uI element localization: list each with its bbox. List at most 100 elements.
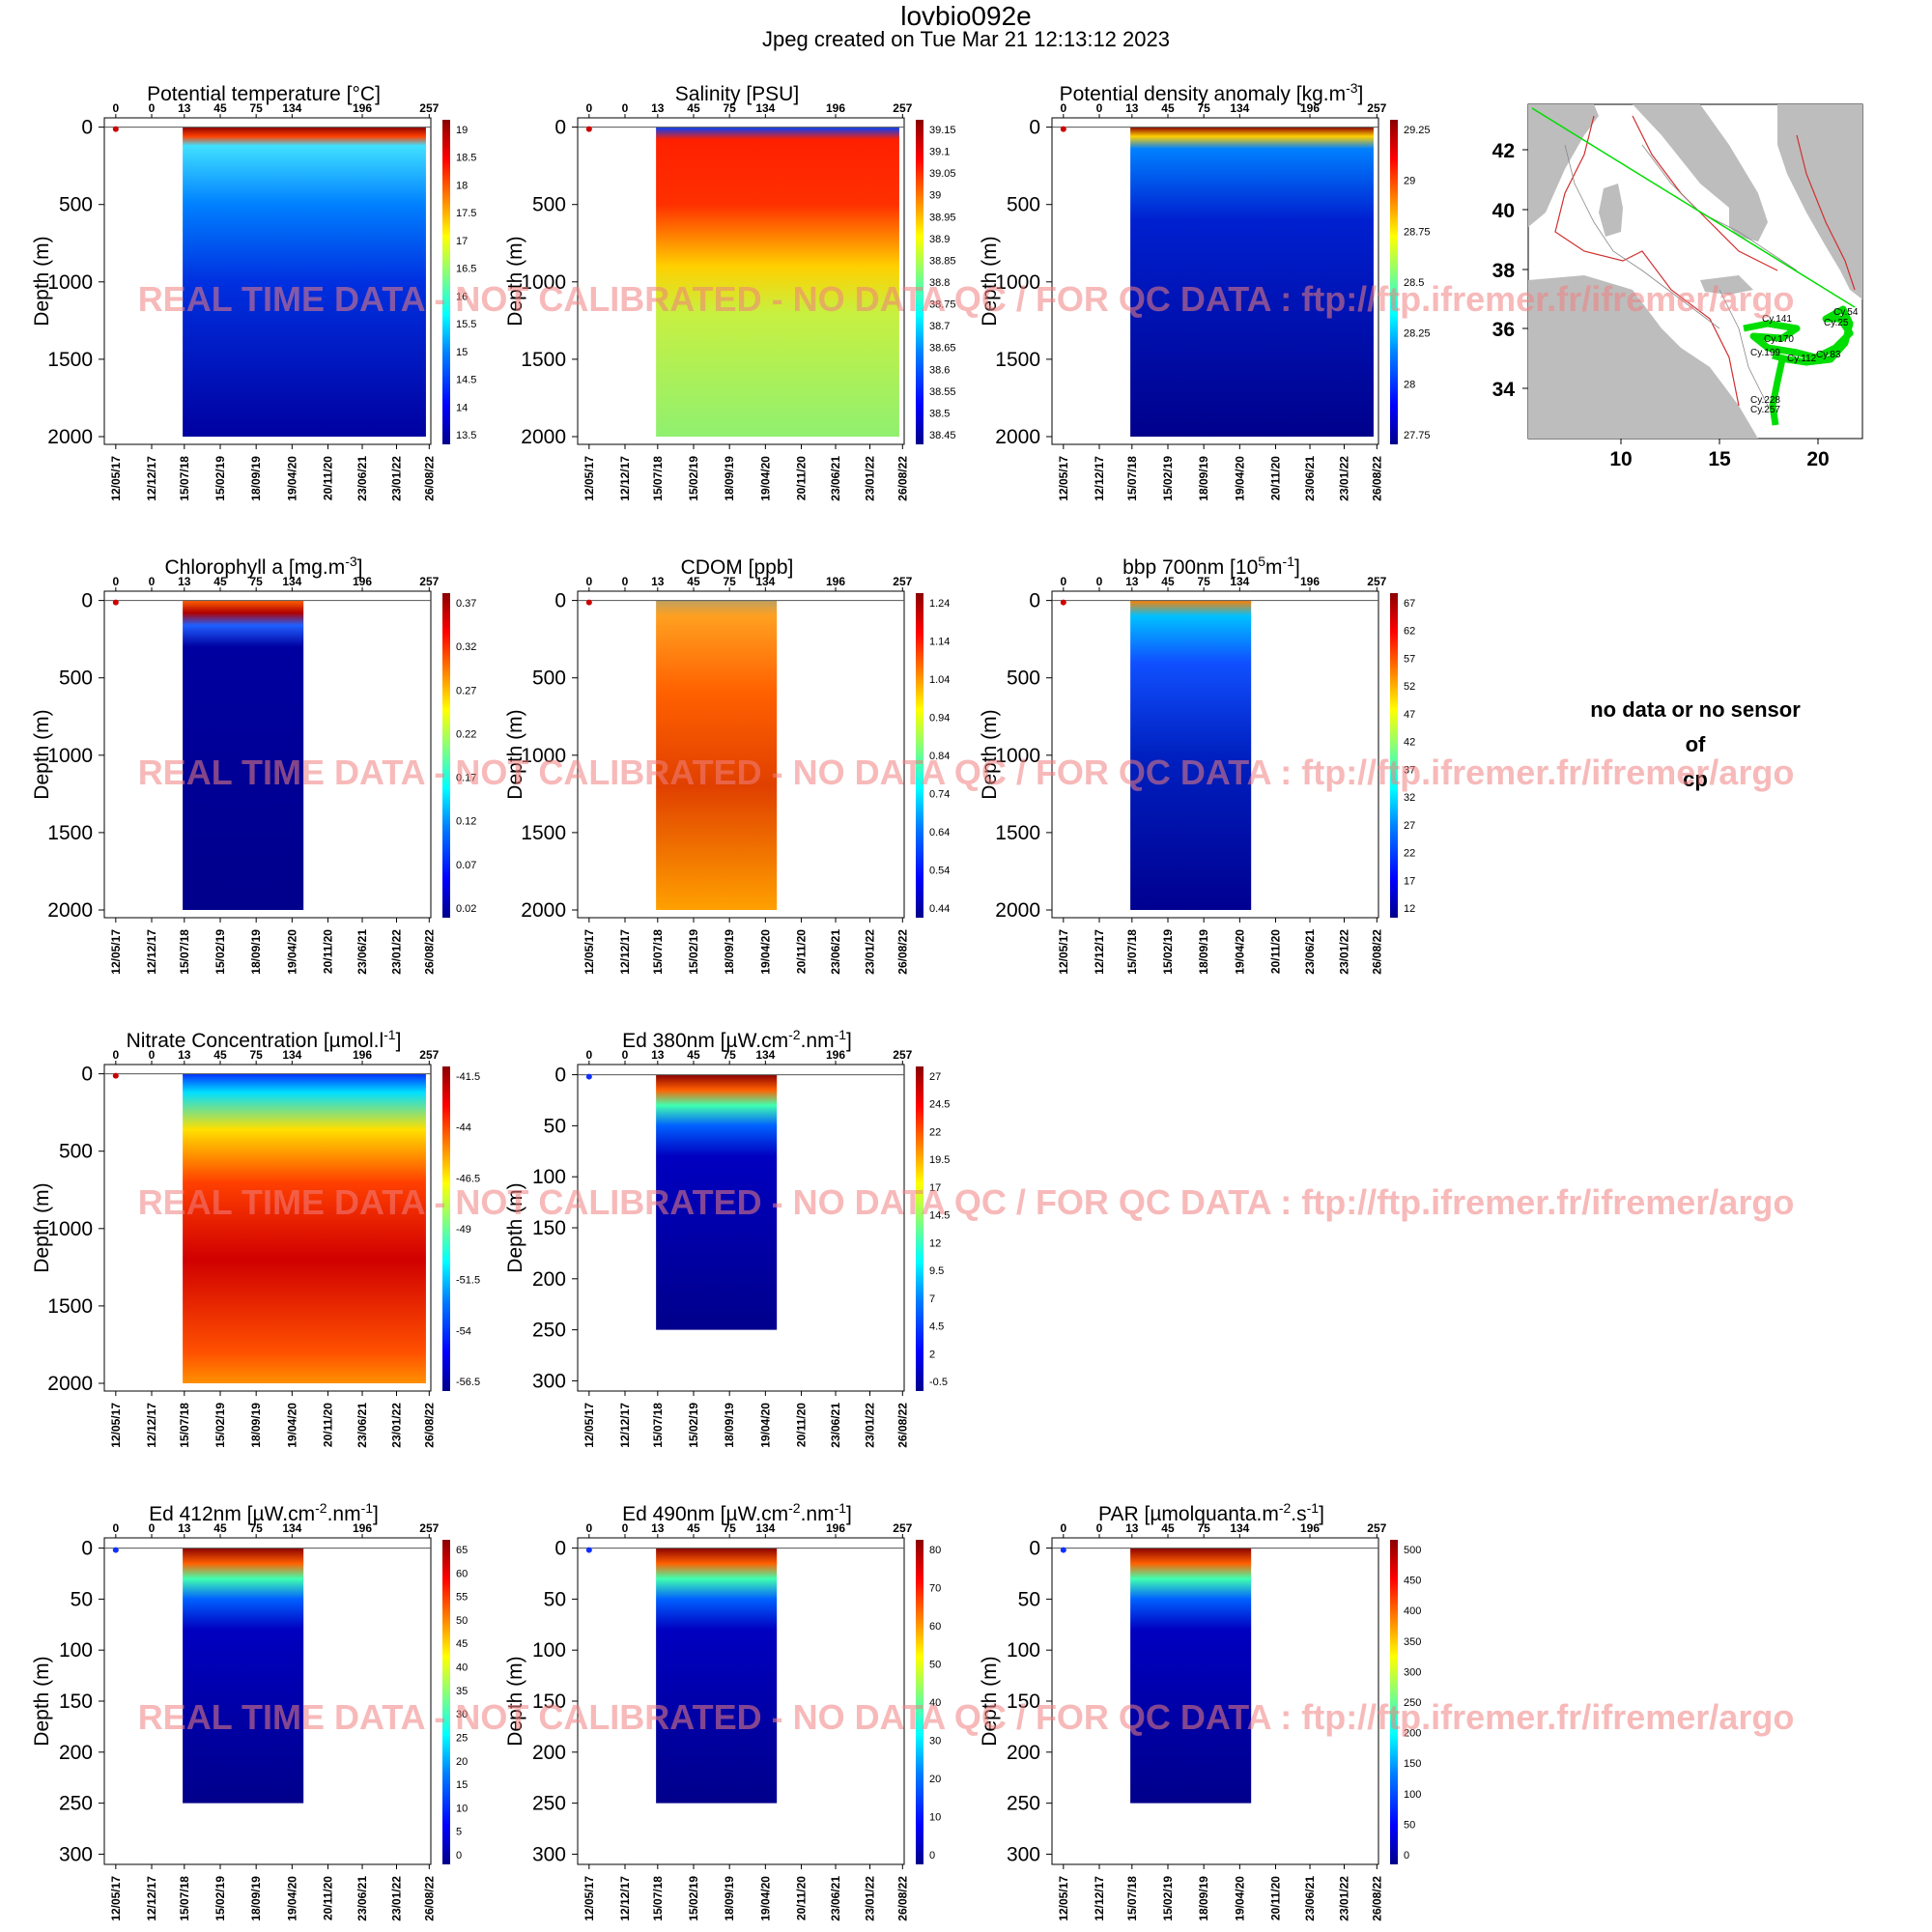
- colorbar-tick-label: 28.25: [1404, 328, 1431, 340]
- cycle-tick-label: 196: [1300, 575, 1320, 588]
- y-tick-label: 200: [532, 1742, 566, 1764]
- date-tick-label: 15/02/19: [687, 456, 700, 501]
- chart-title: CDOM [ppb]: [681, 556, 794, 579]
- colorbar-tick-label: 38.45: [929, 430, 956, 441]
- map-land-africa: [1528, 275, 1758, 439]
- chart-title: Ed 490nm [µW.cm-2.nm-1]: [622, 1500, 852, 1525]
- map-cycle-label: Cy.228: [1750, 395, 1780, 406]
- date-tick-label: 20/11/20: [795, 929, 809, 974]
- date-tick-label: 26/08/22: [895, 929, 909, 975]
- date-tick-label: 20/11/20: [795, 456, 809, 500]
- y-axis-label: Depth (m): [979, 1656, 1001, 1746]
- y-tick-label: 50: [544, 1588, 566, 1610]
- cycle-tick-label: 134: [282, 1521, 301, 1535]
- y-tick-label: 0: [1029, 590, 1040, 612]
- map-cycle-label: Cy.170: [1764, 334, 1794, 345]
- colorbar-tick-label: -56.5: [456, 1377, 480, 1388]
- chart-title: PAR [µmolquanta.m-2.s-1]: [1098, 1500, 1324, 1525]
- y-axis-label: Depth (m): [31, 1656, 53, 1746]
- date-tick-label: 12/12/17: [618, 1876, 632, 1921]
- colorbar: [1390, 593, 1398, 918]
- y-tick-label: 500: [59, 194, 93, 216]
- date-tick-label: 23/01/22: [390, 456, 404, 501]
- date-tick-label: 23/01/22: [864, 456, 877, 501]
- y-axis-label: Depth (m): [504, 709, 526, 799]
- cycle-tick-label: 0: [1096, 575, 1103, 588]
- colorbar-tick-label: 14.5: [929, 1210, 950, 1222]
- cycle-tick-label: 75: [249, 1048, 263, 1062]
- y-tick-label: 200: [532, 1268, 566, 1291]
- data-field: [183, 600, 304, 910]
- colorbar-tick-label: 50: [929, 1660, 941, 1671]
- cycle-tick-label: 13: [178, 1521, 191, 1535]
- cycle-tick-label: 134: [755, 1048, 775, 1062]
- y-tick-label: 250: [59, 1793, 93, 1815]
- first-profile-marker: [585, 126, 592, 132]
- cycle-tick-label: 0: [149, 1521, 156, 1535]
- colorbar-tick-label: 22: [1404, 848, 1415, 860]
- date-tick-label: 12/12/17: [618, 1403, 632, 1448]
- map-cycle-label: Cy.83: [1816, 350, 1841, 360]
- first-profile-marker: [1060, 1547, 1066, 1553]
- date-tick-label: 18/09/19: [723, 456, 736, 501]
- cycle-tick-label: 45: [687, 101, 700, 115]
- y-tick-label: 0: [1029, 117, 1040, 139]
- date-tick-label: 19/04/20: [1233, 929, 1246, 975]
- y-tick-label: 1500: [521, 822, 566, 844]
- cycle-tick-label: 196: [353, 575, 372, 588]
- date-tick-label: 15/02/19: [687, 1876, 700, 1921]
- date-tick-label: 12/12/17: [1093, 1876, 1106, 1921]
- date-tick-label: 15/02/19: [1161, 1876, 1175, 1921]
- colorbar: [916, 120, 923, 444]
- colorbar-tick-label: -44: [456, 1122, 471, 1134]
- date-tick-label: 18/09/19: [723, 1876, 736, 1921]
- y-tick-label: 1000: [521, 745, 566, 767]
- date-tick-label: 15/02/19: [1161, 456, 1175, 501]
- map-land-sicily: [1700, 275, 1753, 295]
- colorbar-tick-label: 12: [1404, 903, 1415, 915]
- cycle-tick-label: 13: [1125, 1521, 1139, 1535]
- cycle-tick-label: 257: [1367, 1521, 1386, 1535]
- chart-title: Potential density anomaly [kg.m-3]: [1060, 80, 1364, 105]
- cycle-tick-label: 196: [826, 1048, 845, 1062]
- colorbar-tick-label: 25: [456, 1732, 468, 1744]
- colorbar-tick-label: 67: [1404, 598, 1415, 610]
- y-tick-label: 150: [532, 1690, 566, 1713]
- date-tick-label: 18/09/19: [1197, 456, 1210, 501]
- colorbar-tick-label: -46.5: [456, 1173, 480, 1184]
- colorbar-tick-label: 39: [929, 190, 941, 202]
- watermark-row1: REAL TIME DATA - NOT CALIBRATED - NO DAT…: [138, 279, 1795, 319]
- first-profile-marker: [585, 1073, 592, 1080]
- colorbar-tick-label: -49: [456, 1224, 471, 1236]
- chart-title: Ed 380nm [µW.cm-2.nm-1]: [622, 1027, 852, 1052]
- y-tick-label: 0: [81, 1538, 93, 1560]
- y-tick-label: 50: [71, 1588, 93, 1610]
- y-tick-label: 1500: [47, 822, 93, 844]
- colorbar-tick-label: 400: [1404, 1605, 1421, 1617]
- chart-panel-7: Nitrate Concentration [µmol.l-1]05001000…: [31, 1027, 480, 1448]
- date-tick-label: 20/11/20: [1269, 929, 1283, 974]
- date-tick-label: 20/11/20: [795, 1403, 809, 1447]
- date-tick-label: 23/01/22: [390, 1876, 404, 1921]
- cycle-tick-label: 0: [149, 1048, 156, 1062]
- chart-panel-3: Potential density anomaly [kg.m-3]050010…: [979, 80, 1431, 501]
- date-tick-label: 18/09/19: [723, 1403, 736, 1448]
- y-tick-label: 1500: [47, 349, 93, 371]
- y-tick-label: 1500: [47, 1295, 93, 1318]
- y-tick-label: 1000: [995, 271, 1040, 294]
- trajectory-map: Cy.141 Cy.54 Cy.170 Cy.25 Cy.199 Cy.112 Cy.83 C…: [1492, 103, 1863, 470]
- panels: Potential temperature [°C]05001000150020…: [31, 80, 1431, 1921]
- colorbar-tick-label: 16: [456, 291, 468, 302]
- colorbar-tick-label: 0.37: [456, 598, 476, 610]
- date-tick-label: 20/11/20: [322, 929, 335, 974]
- cycle-tick-label: 0: [1060, 575, 1066, 588]
- cycle-tick-label: 134: [755, 1521, 775, 1535]
- colorbar-tick-label: 38.95: [929, 212, 956, 223]
- watermarks: REAL TIME DATA - NOT CALIBRATED - NO DAT…: [138, 279, 1795, 1737]
- colorbar-tick-label: 0: [929, 1850, 935, 1861]
- cycle-tick-label: 45: [1161, 1521, 1175, 1535]
- y-tick-label: 0: [554, 1065, 566, 1087]
- date-tick-label: 12/05/17: [582, 929, 596, 975]
- date-tick-label: 26/08/22: [1370, 456, 1383, 501]
